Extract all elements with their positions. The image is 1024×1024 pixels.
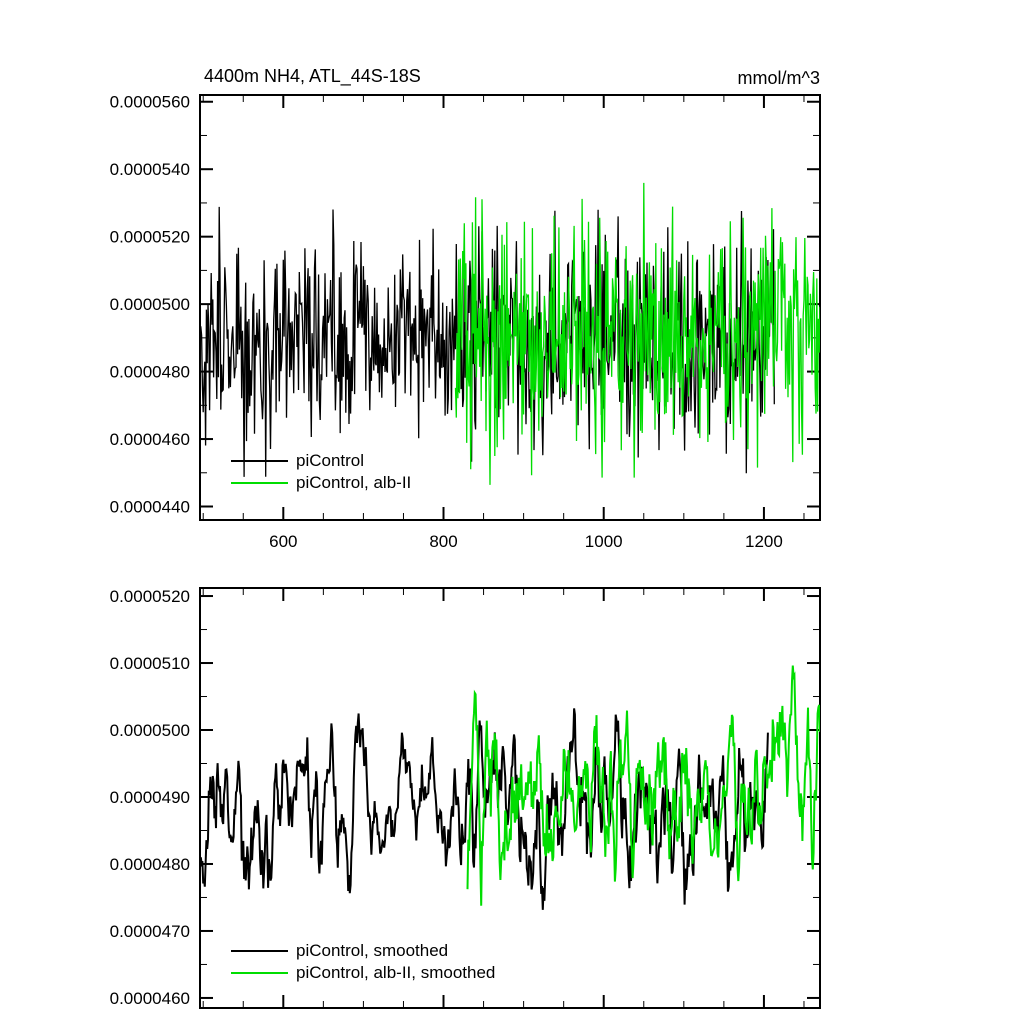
panel-bottom: 0.0000460 0.0000470 0.0000480 0.0000490 0.00… xyxy=(110,587,821,1009)
y-tick-label: 0.0000460 xyxy=(110,430,190,449)
legend-item: piControl, alb-II, smoothed xyxy=(231,963,495,983)
panel-top: 0.0000440 0.0000460 0.0000480 0.0000500 0.00… xyxy=(110,93,821,551)
series-picontrol-alb-ii xyxy=(454,182,820,485)
y-tick-label: 0.0000520 xyxy=(110,587,190,606)
legend-bottom: piControl, smoothed piControl, alb-II, s… xyxy=(231,941,495,983)
y-tick-label: 0.0000510 xyxy=(110,654,190,673)
y-tick-label: 0.0000500 xyxy=(110,295,190,314)
series-group xyxy=(200,665,820,910)
y-tick-label: 0.0000520 xyxy=(110,228,190,247)
x-tick-label: 800 xyxy=(429,532,457,551)
legend-top: piControl piControl, alb-II xyxy=(231,451,411,493)
series-picontrol-alb-ii-smoothed xyxy=(466,665,820,906)
y-tick-label: 0.0000460 xyxy=(110,989,190,1008)
legend-line-swatch xyxy=(231,460,288,462)
units-label: mmol/m^3 xyxy=(737,68,820,88)
series-group xyxy=(200,182,820,485)
y-tick-label: 0.0000480 xyxy=(110,855,190,874)
legend-line-swatch xyxy=(231,950,288,952)
y-tick-label: 0.0000490 xyxy=(110,788,190,807)
legend-label: piControl xyxy=(296,451,365,470)
chart-title: 4400m NH4, ATL_44S-18S xyxy=(204,66,421,86)
legend-item: piControl xyxy=(231,451,411,471)
plot-frame xyxy=(199,587,821,1009)
y-tick-label: 0.0000560 xyxy=(110,93,190,112)
legend-line-swatch xyxy=(231,482,288,484)
legend-label: piControl, alb-II, smoothed xyxy=(296,963,496,982)
y-tick-label: 0.0000470 xyxy=(110,922,190,941)
legend-item: piControl, smoothed xyxy=(231,941,495,961)
x-tick-label: 1200 xyxy=(745,532,783,551)
legend-line-swatch xyxy=(231,972,288,974)
y-tick-label: 0.0000540 xyxy=(110,160,190,179)
x-tick-label: 600 xyxy=(269,532,297,551)
legend-label: piControl, alb-II xyxy=(296,473,412,492)
x-tick-label: 1000 xyxy=(585,532,623,551)
y-tick-label: 0.0000440 xyxy=(110,498,190,517)
y-tick-label: 0.0000500 xyxy=(110,721,190,740)
y-tick-label: 0.0000480 xyxy=(110,363,190,382)
legend-label: piControl, smoothed xyxy=(296,941,449,960)
legend-item: piControl, alb-II xyxy=(231,473,411,493)
